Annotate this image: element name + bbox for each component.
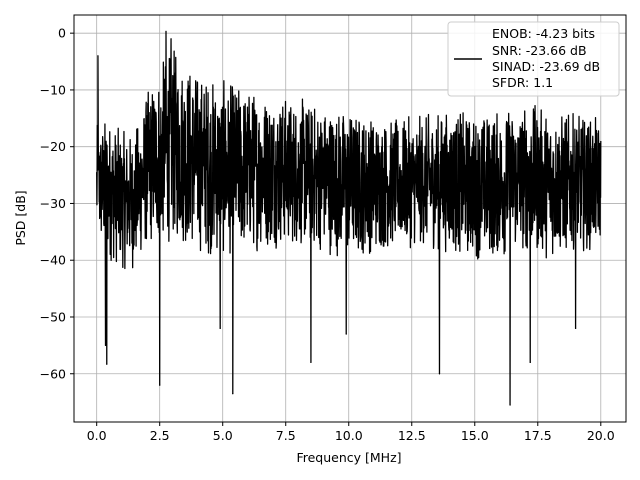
legend-entry-snr: SNR: -23.66 dB xyxy=(492,43,587,58)
psd-dip-point xyxy=(438,373,441,375)
y-tick-label: −10 xyxy=(40,82,66,97)
y-tick-label: 0 xyxy=(58,26,66,41)
x-tick-label: 12.5 xyxy=(398,428,426,443)
legend-box xyxy=(447,21,620,97)
psd-dip-point xyxy=(529,361,531,363)
plot-frame xyxy=(73,14,627,423)
x-tick-label: 2.5 xyxy=(150,428,170,443)
x-tick-label: 0.0 xyxy=(87,428,107,443)
psd-line xyxy=(96,30,602,406)
psd-series xyxy=(96,30,602,406)
psd-dip-point xyxy=(106,363,108,365)
y-tick-label: −20 xyxy=(40,139,66,154)
x-tick-label: 7.5 xyxy=(276,428,296,443)
legend-entry-sfdr: SFDR: 1.1 xyxy=(492,75,553,90)
x-tick-label: 15.0 xyxy=(461,428,489,443)
legend: ENOB: -4.23 bits SNR: -23.66 dB SINAD: -… xyxy=(447,21,620,97)
axis-ticks: 0.0 2.5 5.0 7.5 10.0 12.5 15.0 17.5 20.0 0 −10 −20 −… xyxy=(40,26,615,443)
y-tick-label: −30 xyxy=(40,196,66,211)
x-tick-label: 5.0 xyxy=(213,428,233,443)
x-tick-label: 10.0 xyxy=(335,428,363,443)
psd-dip-point xyxy=(574,327,577,329)
y-axis-label: PSD [dB] xyxy=(13,190,28,245)
y-tick-label: −60 xyxy=(40,366,66,381)
legend-entry-enob: ENOB: -4.23 bits xyxy=(492,26,595,41)
psd-peak-point xyxy=(170,38,172,40)
psd-dip-point xyxy=(509,404,511,406)
x-axis-label: Frequency [MHz] xyxy=(296,450,401,465)
x-tick-label: 17.5 xyxy=(524,428,552,443)
y-tick-label: −50 xyxy=(40,309,66,324)
psd-dip-point xyxy=(310,361,312,363)
y-tick-label: −40 xyxy=(40,253,66,268)
psd-dip-point xyxy=(232,393,234,395)
psd-peak-point xyxy=(165,30,167,33)
psd-dip-point xyxy=(345,333,347,335)
psd-dip-point xyxy=(104,344,107,346)
psd-dip-point xyxy=(159,384,161,386)
psd-dip-point xyxy=(219,327,221,329)
legend-entry-sinad: SINAD: -23.69 dB xyxy=(492,59,600,74)
psd-peak-point xyxy=(97,55,99,57)
x-tick-label: 20.0 xyxy=(587,428,615,443)
